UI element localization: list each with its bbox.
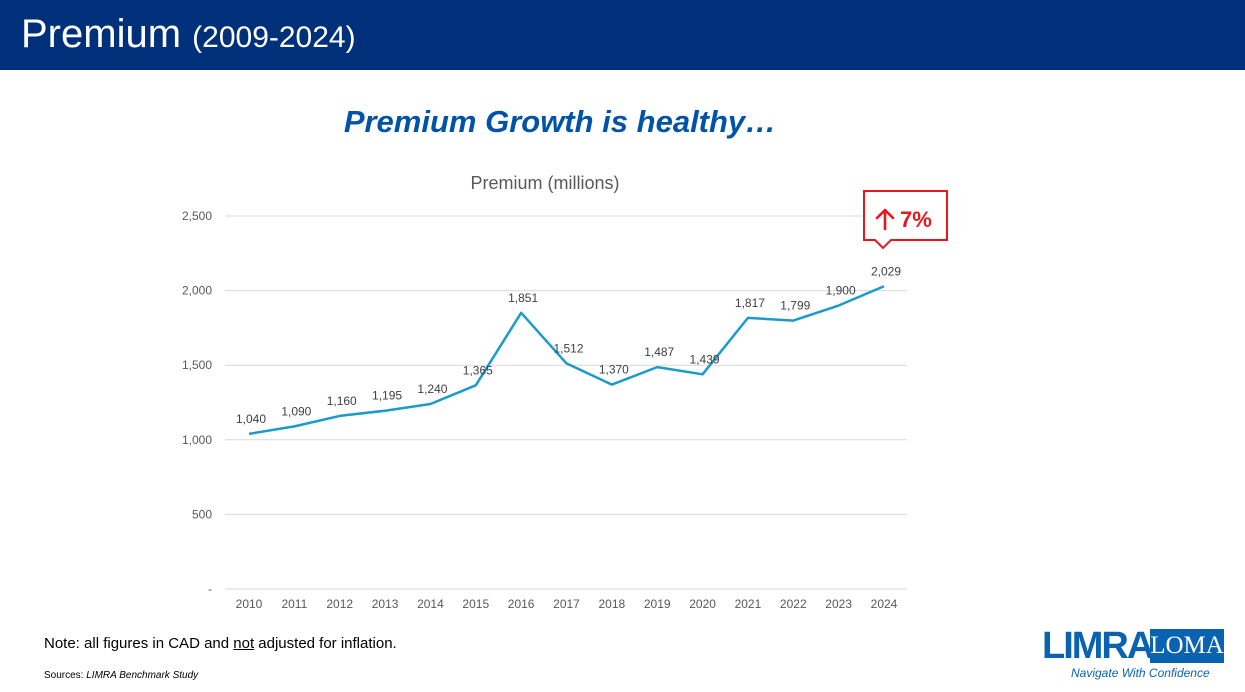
y-tick-label: 1,000 xyxy=(182,433,212,447)
x-tick-label: 2020 xyxy=(689,597,716,611)
slide-subtitle: Premium Growth is healthy… xyxy=(343,104,777,139)
x-tick-label: 2018 xyxy=(599,597,626,611)
data-label: 1,487 xyxy=(644,345,674,359)
sources-value: LIMRA Benchmark Study xyxy=(86,670,199,681)
note-suffix: adjusted for inflation. xyxy=(254,635,397,652)
data-label: 1,817 xyxy=(735,296,765,310)
chart-title: Premium (millions) xyxy=(470,173,619,193)
x-tick-label: 2012 xyxy=(326,597,353,611)
y-tick-label: 500 xyxy=(192,507,212,521)
data-label: 1,040 xyxy=(236,412,266,426)
header-bar: Premium (2009-2024) xyxy=(0,0,1245,70)
data-label: 1,240 xyxy=(417,382,447,396)
data-label: 1,365 xyxy=(463,363,493,377)
limra-loma-logo: LIMRA LOMA Navigate With Confidence xyxy=(1042,626,1232,684)
data-label: 1,799 xyxy=(780,299,810,313)
inflation-note: Note: all figures in CAD and not adjuste… xyxy=(44,635,397,652)
x-tick-label: 2024 xyxy=(871,597,898,611)
up-arrow-icon xyxy=(875,208,895,231)
x-tick-label: 2011 xyxy=(281,597,307,611)
x-tick-label: 2014 xyxy=(417,597,444,611)
data-label: 1,851 xyxy=(508,291,538,305)
x-tick-label: 2021 xyxy=(735,597,762,611)
data-label: 1,439 xyxy=(690,352,720,366)
sources-line: Sources: LIMRA Benchmark Study xyxy=(44,670,198,681)
loma-wordmark: LOMA xyxy=(1150,629,1224,663)
note-prefix: Note: all figures in CAD and xyxy=(44,635,234,652)
x-tick-label: 2023 xyxy=(825,597,852,611)
growth-callout-box xyxy=(863,190,948,250)
data-label: 2,029 xyxy=(871,264,901,278)
premium-line-chart: Premium (millions) - 500 1,000 1,500 2,000 2,5… xyxy=(182,173,948,611)
x-tick-label: 2022 xyxy=(780,597,807,611)
page-title: Premium (2009-2024) xyxy=(21,10,356,62)
y-tick-label: 2,000 xyxy=(182,284,212,298)
data-label: 1,160 xyxy=(327,394,357,408)
x-tick-label: 2010 xyxy=(236,597,263,611)
x-tick-label: 2016 xyxy=(508,597,535,611)
x-tick-label: 2015 xyxy=(462,597,489,611)
page-title-text: Premium xyxy=(21,12,182,56)
data-label: 1,512 xyxy=(553,341,583,355)
y-tick-label: - xyxy=(208,582,212,596)
sources-label: Sources: xyxy=(44,670,87,681)
page-title-years: (2009-2024) xyxy=(192,21,356,54)
data-label: 1,090 xyxy=(281,404,311,418)
premium-series-line xyxy=(248,285,885,436)
y-tick-label: 2,500 xyxy=(182,209,212,223)
note-emphasis: not xyxy=(233,635,255,652)
y-tick-label: 1,500 xyxy=(182,358,212,372)
data-label: 1,900 xyxy=(826,284,856,298)
data-label: 1,370 xyxy=(599,363,629,377)
limra-wordmark: LIMRA xyxy=(1042,625,1154,667)
data-label: 1,195 xyxy=(372,389,402,403)
x-tick-label: 2013 xyxy=(372,597,399,611)
logo-tagline: Navigate With Confidence xyxy=(1071,666,1210,680)
x-tick-label: 2017 xyxy=(553,597,580,611)
x-tick-label: 2019 xyxy=(644,597,671,611)
growth-callout-text: 7% xyxy=(900,207,932,232)
